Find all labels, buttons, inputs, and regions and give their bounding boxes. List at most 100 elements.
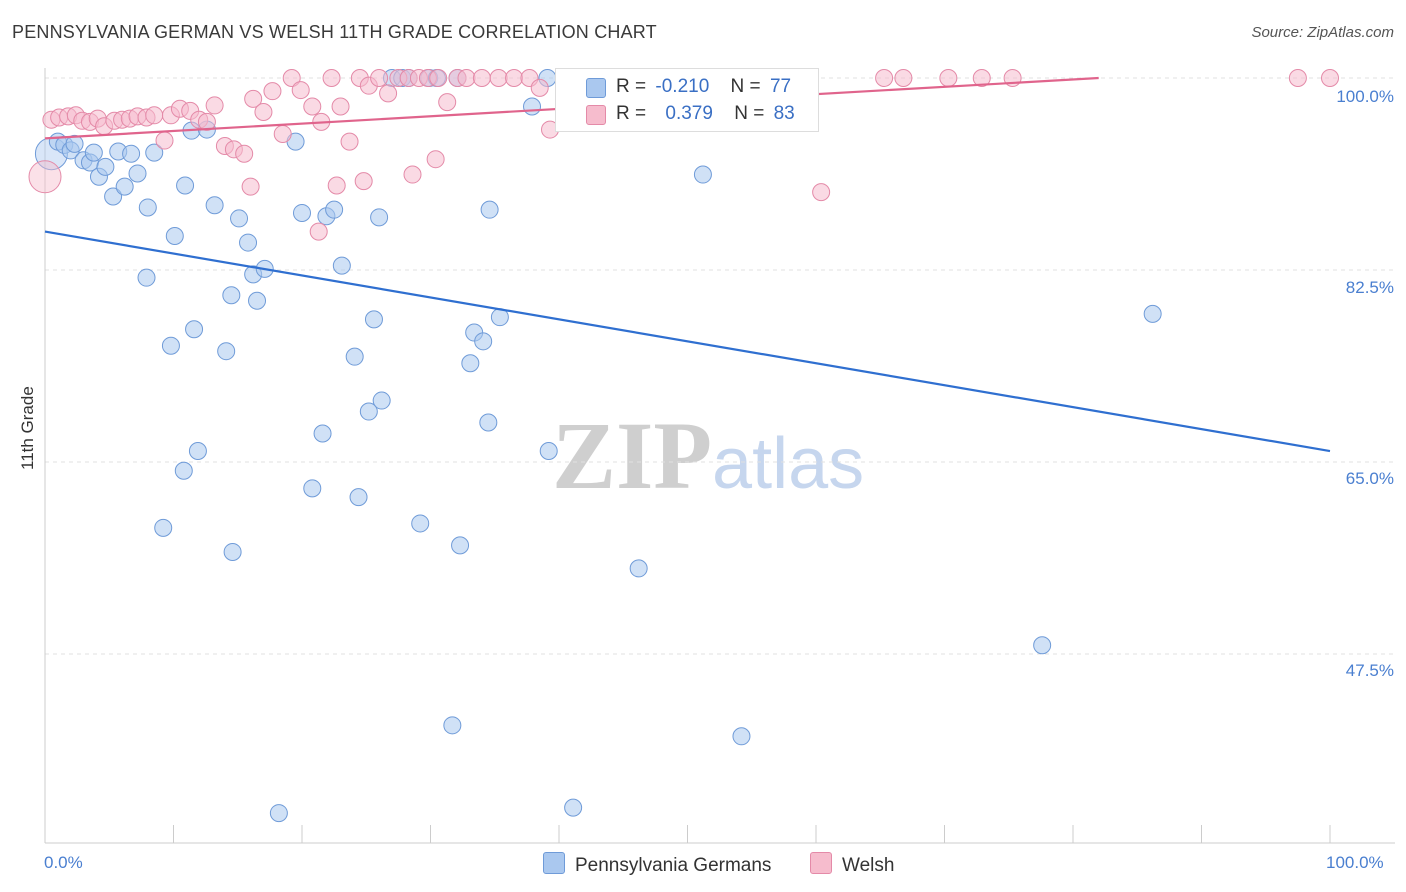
pink-point bbox=[28, 160, 62, 194]
blue-point bbox=[372, 391, 391, 410]
y-tick-label: 82.5% bbox=[1345, 278, 1394, 297]
blue-point bbox=[115, 177, 134, 196]
pink-point bbox=[403, 165, 422, 184]
legend-r-value: -0.210 bbox=[655, 76, 710, 97]
legend-n-label: N = bbox=[730, 76, 761, 97]
pink-point bbox=[505, 69, 524, 87]
source-label: Source: ZipAtlas.com bbox=[1251, 24, 1394, 41]
legend-r-label: R = bbox=[616, 76, 647, 97]
legend-r-label: R = bbox=[616, 103, 647, 124]
blue-point bbox=[137, 268, 156, 287]
legend-swatch-pink bbox=[586, 105, 606, 125]
blue-point bbox=[205, 196, 224, 215]
pink-point bbox=[812, 183, 831, 202]
blue-point bbox=[128, 164, 147, 183]
pink-point bbox=[438, 93, 457, 112]
blue-point bbox=[313, 424, 332, 443]
x-tick-label: 0.0% bbox=[44, 853, 83, 872]
correlation-legend: R = -0.210 N = 77 R = 0.379 N = 83 bbox=[555, 68, 819, 132]
pink-point bbox=[972, 69, 991, 87]
blue-point bbox=[84, 143, 103, 162]
blue-point bbox=[154, 518, 173, 537]
y-axis-label: 11th Grade bbox=[18, 386, 37, 470]
blue-point bbox=[222, 286, 241, 305]
pink-point bbox=[530, 78, 549, 97]
legend-label: Welsh bbox=[842, 855, 895, 876]
pink-point bbox=[197, 112, 216, 131]
pink-point bbox=[155, 131, 174, 150]
blue-point bbox=[145, 143, 164, 162]
pink-point bbox=[379, 84, 398, 103]
blue-point bbox=[539, 442, 558, 461]
blue-point bbox=[239, 233, 258, 252]
blue-point bbox=[345, 347, 364, 366]
bottom-legend-item-welsh: Welsh bbox=[810, 852, 894, 877]
pink-point bbox=[291, 81, 310, 100]
blue-point bbox=[523, 97, 542, 116]
blue-point bbox=[370, 208, 389, 227]
legend-row-blue: R = -0.210 N = 77 bbox=[616, 76, 791, 98]
pink-point bbox=[145, 106, 164, 125]
chart-title: PENNSYLVANIA GERMAN VS WELSH 11TH GRADE … bbox=[12, 22, 657, 42]
pink-point bbox=[303, 97, 322, 116]
blue-point bbox=[474, 332, 493, 351]
blue-point bbox=[1143, 304, 1162, 323]
x-tick-label: 100.0% bbox=[1326, 853, 1384, 872]
pink-point bbox=[282, 69, 301, 87]
legend-swatch-blue bbox=[543, 852, 565, 874]
blue-point bbox=[461, 354, 480, 373]
blue-point bbox=[248, 291, 267, 310]
pink-point bbox=[331, 97, 350, 116]
blue-point bbox=[230, 209, 249, 228]
y-tick-label: 100.0% bbox=[1336, 87, 1394, 106]
legend-n-value: 77 bbox=[769, 76, 792, 97]
pink-point bbox=[354, 172, 373, 191]
blue-point bbox=[96, 157, 115, 176]
pink-point bbox=[939, 69, 958, 87]
pink-point bbox=[340, 132, 359, 151]
pink-point bbox=[235, 144, 254, 163]
blue-point bbox=[451, 536, 470, 555]
blue-point bbox=[223, 542, 242, 561]
blue-point bbox=[332, 256, 351, 275]
legend-r-value: 0.379 bbox=[665, 103, 713, 124]
blue-point bbox=[217, 342, 236, 361]
y-tick-label: 65.0% bbox=[1345, 469, 1394, 488]
pink-point bbox=[489, 69, 508, 87]
blue-point bbox=[161, 336, 180, 355]
pink-point bbox=[1288, 69, 1307, 87]
blue-point bbox=[629, 559, 648, 578]
legend-swatch-pink bbox=[810, 852, 832, 874]
pink-point bbox=[1321, 69, 1339, 87]
pink-point bbox=[205, 96, 224, 115]
blue-point bbox=[1033, 636, 1052, 655]
blue-point bbox=[104, 187, 123, 206]
blue-point bbox=[325, 200, 344, 219]
legend-label: Pennsylvania Germans bbox=[575, 855, 772, 876]
blue-point bbox=[185, 320, 204, 339]
pink-point bbox=[263, 82, 282, 101]
blue-point bbox=[564, 798, 583, 817]
pink-point bbox=[426, 150, 445, 169]
pink-point bbox=[370, 69, 389, 87]
blue-point bbox=[479, 413, 498, 432]
blue-point bbox=[269, 804, 288, 823]
legend-row-pink: R = 0.379 N = 83 bbox=[616, 103, 795, 125]
pink-point bbox=[254, 103, 273, 122]
blue-point bbox=[303, 479, 322, 498]
pink-point bbox=[875, 69, 894, 87]
blue-point bbox=[188, 442, 207, 461]
watermark-zip: ZIP bbox=[552, 402, 713, 509]
blue-point bbox=[65, 134, 84, 153]
blue-point bbox=[165, 226, 184, 245]
pink-point bbox=[472, 69, 491, 87]
blue-point bbox=[364, 310, 383, 329]
legend-swatch-blue bbox=[586, 78, 606, 98]
blue-point bbox=[443, 716, 462, 735]
legend-n-label: N = bbox=[734, 103, 765, 124]
blue-point bbox=[174, 461, 193, 480]
pink-point bbox=[309, 222, 328, 241]
blue-point bbox=[138, 198, 157, 217]
pink-point bbox=[894, 69, 913, 87]
y-tick-label: 47.5% bbox=[1345, 661, 1394, 680]
